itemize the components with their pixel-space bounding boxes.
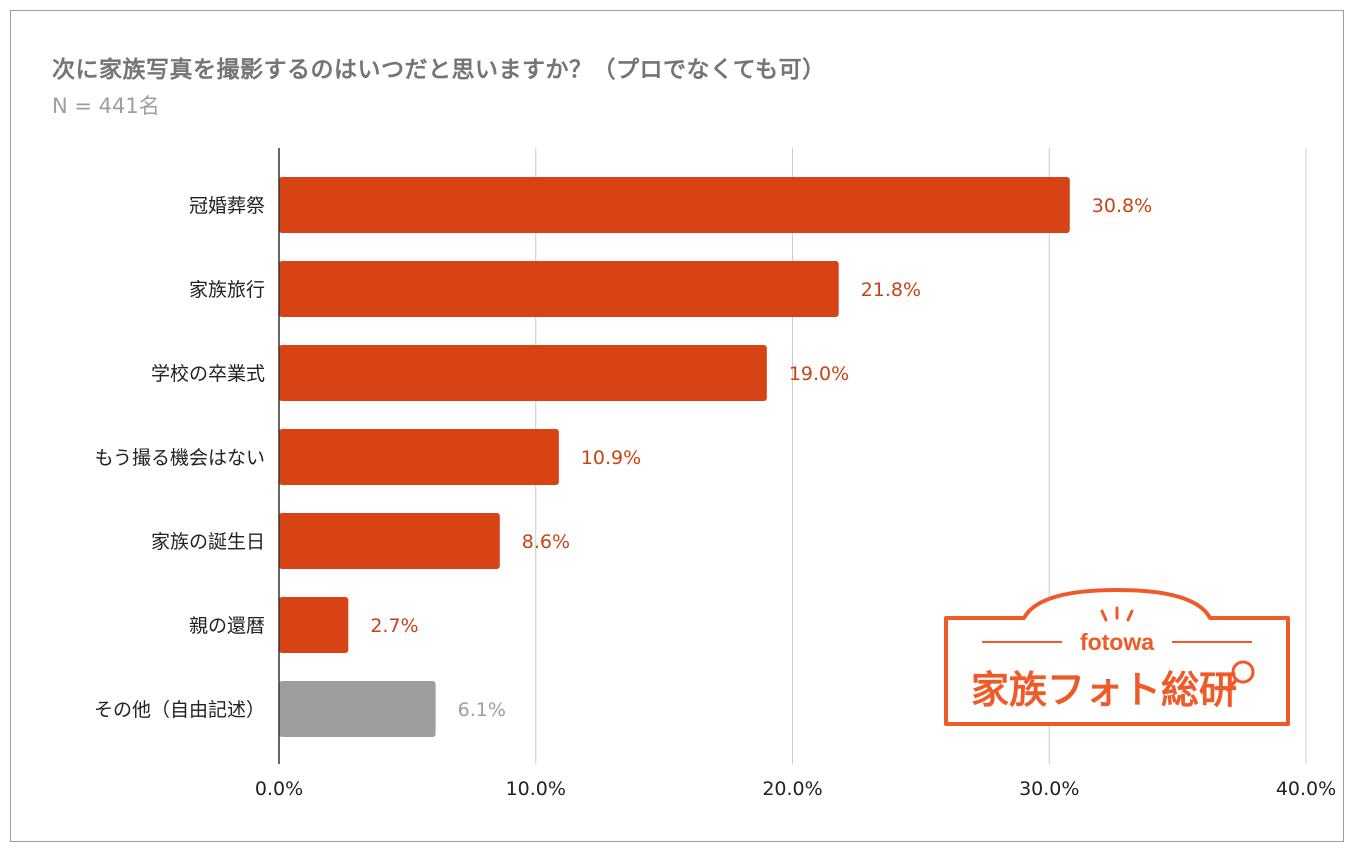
data-label: 21.8%	[861, 279, 921, 301]
x-tick-label: 40.0%	[1276, 778, 1336, 800]
x-tick-label: 10.0%	[506, 778, 566, 800]
logo-name: 家族フォト総研	[971, 668, 1237, 712]
data-label: 6.1%	[458, 699, 506, 721]
x-tick-label: 20.0%	[762, 778, 822, 800]
data-label: 30.8%	[1092, 195, 1152, 217]
category-label: もう撮る機会はない	[95, 447, 265, 469]
chart-title: 次に家族写真を撮影するのはいつだと思いますか？（プロでなくても可）	[52, 57, 826, 83]
bar	[279, 429, 559, 485]
category-label: 家族旅行	[189, 279, 265, 301]
data-label: 19.0%	[789, 363, 849, 385]
data-label: 2.7%	[370, 615, 418, 637]
logo-brand: fotowa	[1080, 629, 1154, 655]
magnifier-icon	[1226, 660, 1255, 692]
bar	[279, 681, 436, 737]
bar	[279, 345, 767, 401]
category-label: 親の還暦	[189, 615, 265, 637]
data-label: 10.9%	[581, 447, 641, 469]
x-tick-label: 0.0%	[255, 778, 303, 800]
x-tick-label: 30.0%	[1019, 778, 1079, 800]
category-label: その他（自由記述）	[94, 699, 265, 721]
chart-subtitle: N = 441名	[52, 94, 160, 118]
bar	[279, 513, 500, 569]
category-label: 学校の卒業式	[151, 363, 265, 385]
bar	[279, 177, 1070, 233]
bar	[279, 261, 839, 317]
category-label: 家族の誕生日	[151, 531, 265, 553]
fotowa-logo: fotowa 家族フォト総研	[944, 588, 1290, 726]
data-label: 8.6%	[522, 531, 570, 553]
bar	[279, 597, 349, 653]
category-label: 冠婚葬祭	[189, 195, 265, 217]
